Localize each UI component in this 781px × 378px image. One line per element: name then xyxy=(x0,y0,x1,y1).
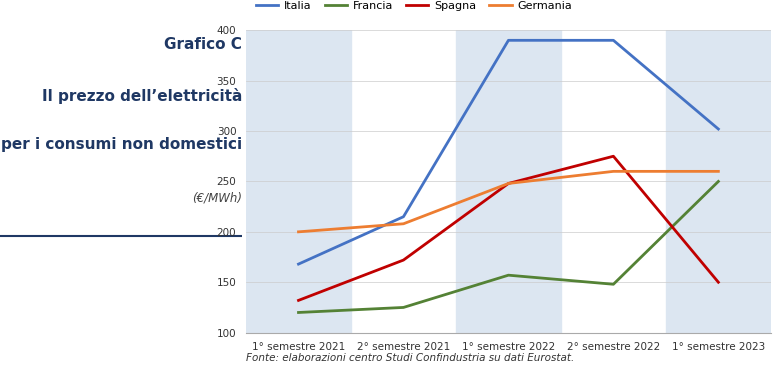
Legend: Italia, Francia, Spagna, Germania: Italia, Francia, Spagna, Germania xyxy=(251,0,576,15)
Text: per i consumi non domestici: per i consumi non domestici xyxy=(1,137,242,152)
Bar xyxy=(246,30,351,333)
Text: (€/MWh): (€/MWh) xyxy=(192,191,242,204)
Bar xyxy=(666,30,771,333)
Text: Il prezzo dell’elettricità: Il prezzo dell’elettricità xyxy=(41,88,242,104)
Bar xyxy=(456,30,561,333)
Text: Grafico C: Grafico C xyxy=(164,37,242,52)
Text: Fonte: elaborazioni centro Studi Confindustria su dati Eurostat.: Fonte: elaborazioni centro Studi Confind… xyxy=(246,353,574,363)
